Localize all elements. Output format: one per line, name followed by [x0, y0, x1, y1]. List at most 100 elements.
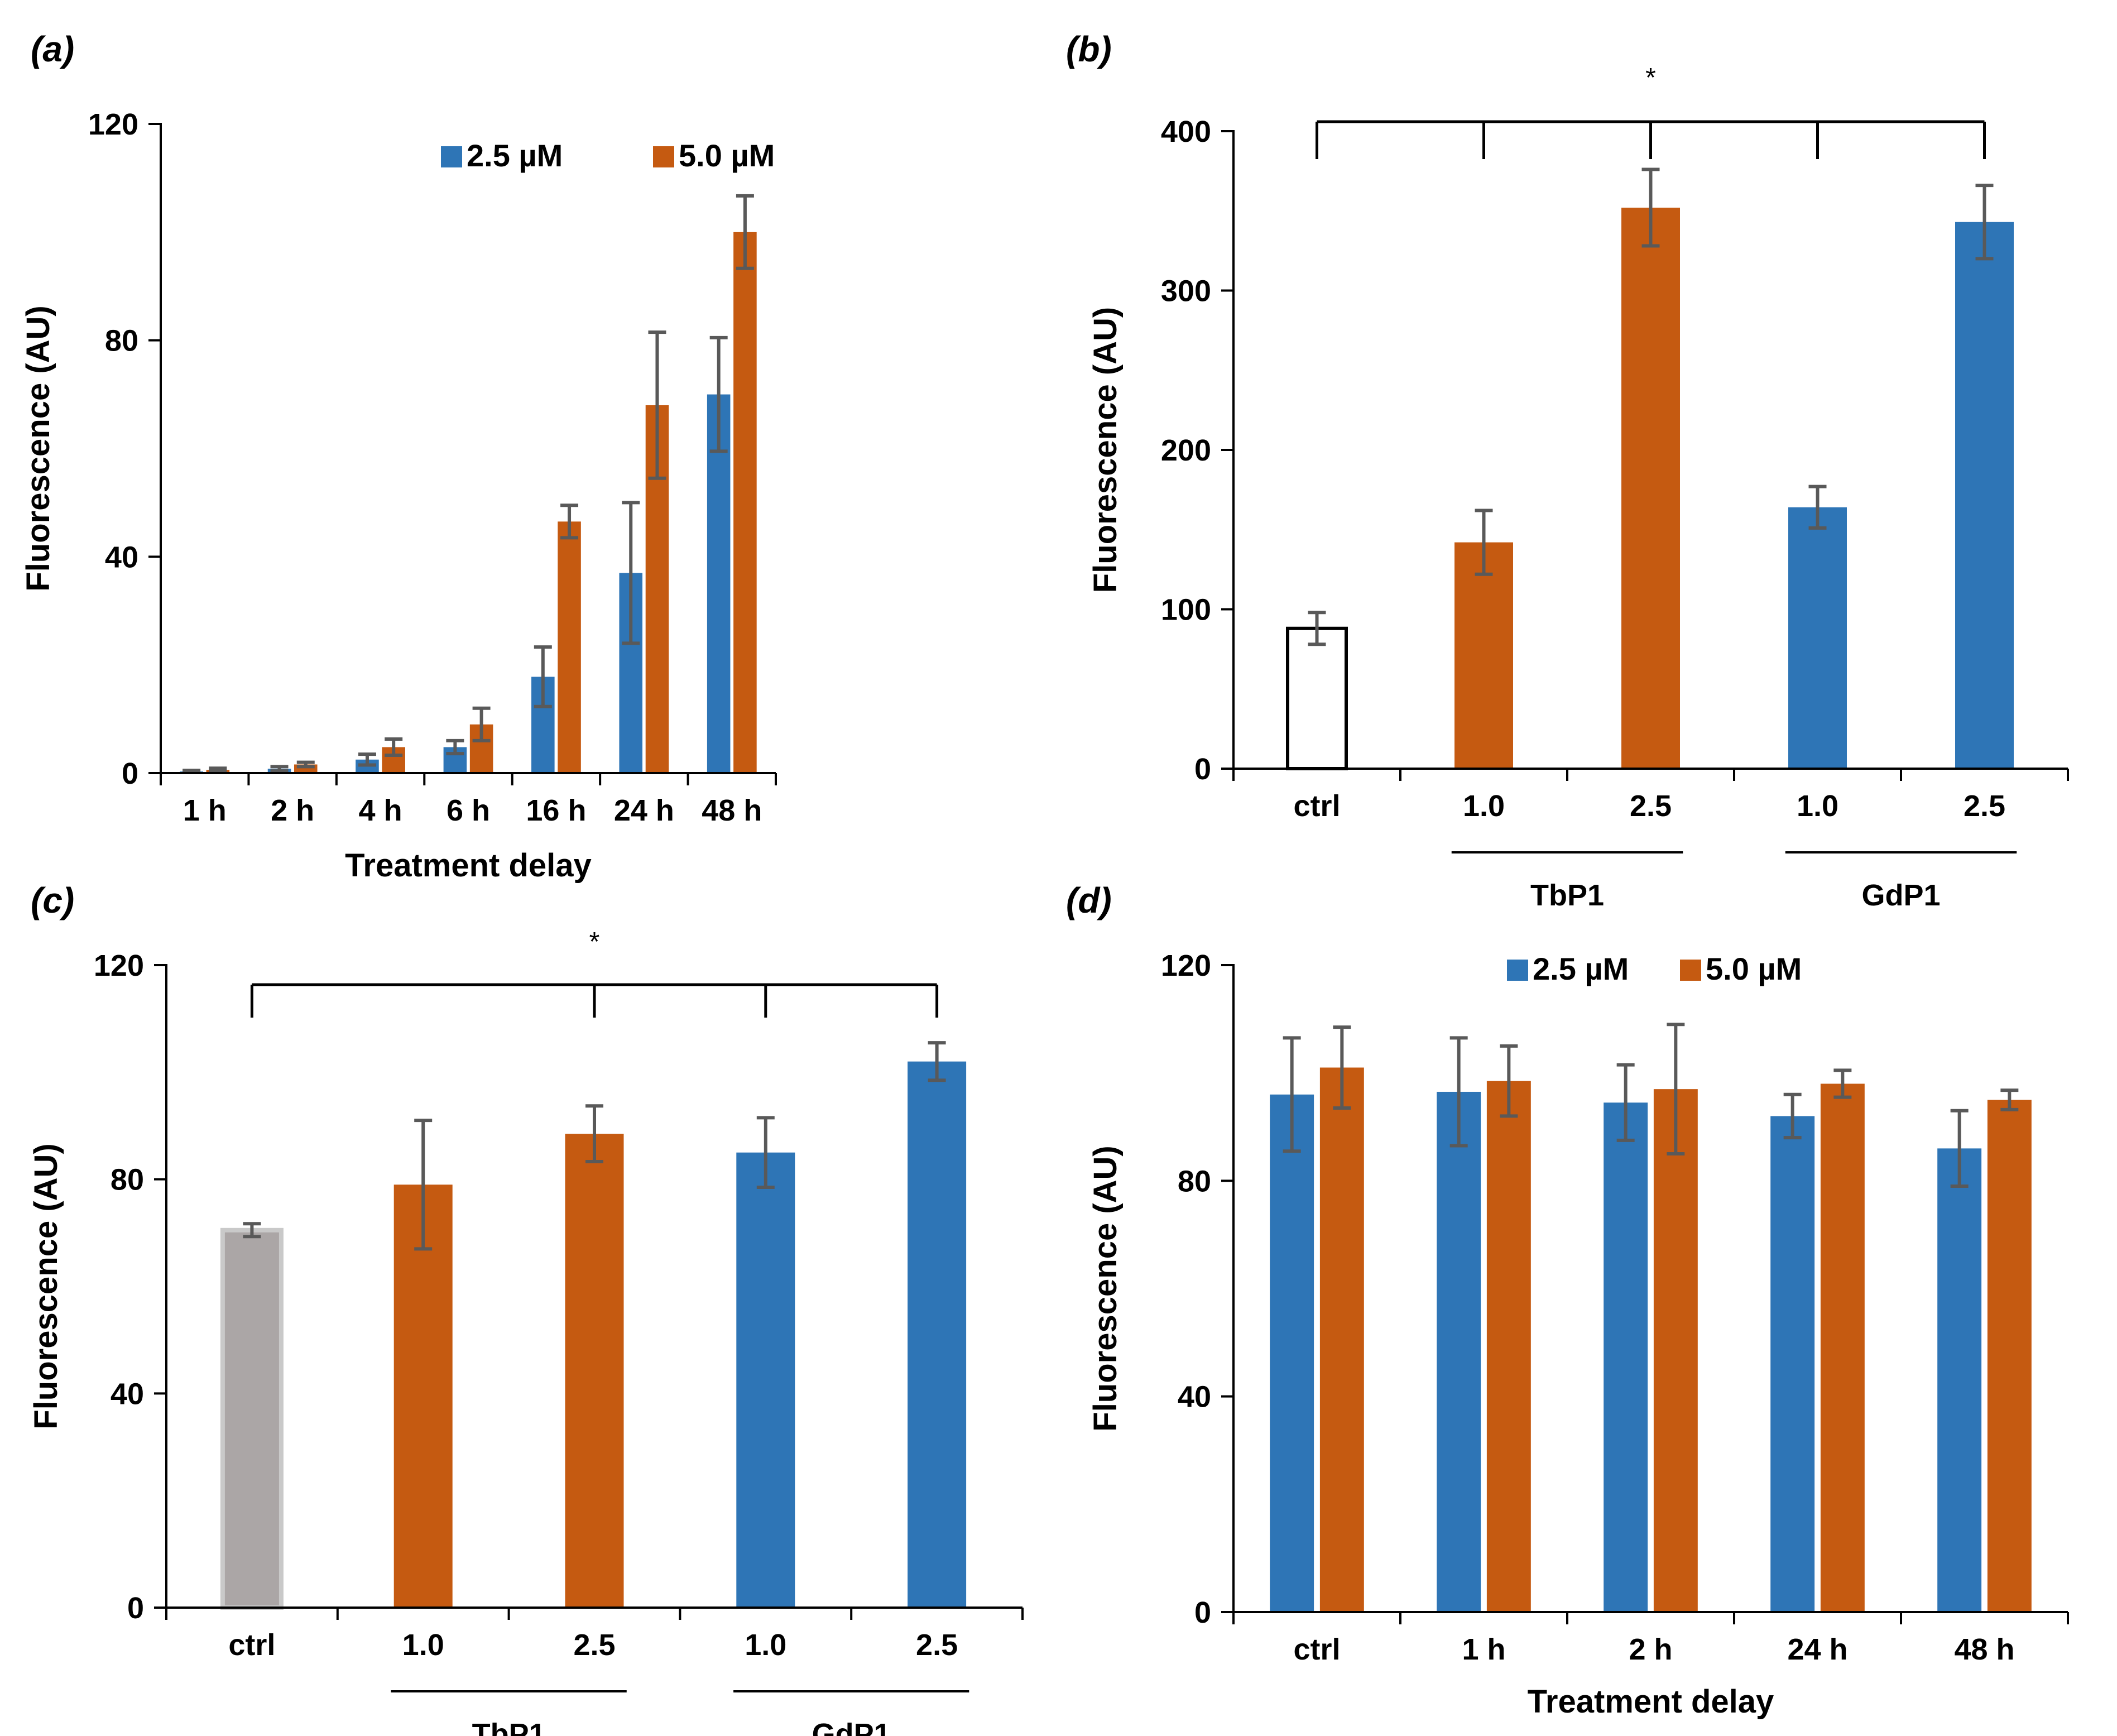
- error-bar: [1833, 1068, 1852, 1099]
- y-tick-label: 40: [105, 540, 138, 574]
- bar: [1270, 1094, 1314, 1612]
- y-tick-label: 400: [1161, 115, 1211, 148]
- error-bar: [296, 760, 315, 769]
- y-axis-title: Fluorescence (AU): [1087, 307, 1124, 593]
- error-bar: [928, 1041, 946, 1082]
- error-bar: [1667, 1023, 1685, 1156]
- significance-bracket: [1316, 120, 1986, 159]
- panel-label: (b): [1066, 29, 1112, 69]
- bar: [1955, 222, 2014, 769]
- error-bar: [648, 330, 666, 480]
- panel-label: (c): [31, 880, 74, 920]
- error-bar: [472, 706, 491, 742]
- error-bar: [560, 503, 579, 540]
- error-bar: [1283, 1036, 1301, 1153]
- x-tick-label: 2.5: [573, 1628, 615, 1662]
- bar: [1653, 1089, 1698, 1612]
- bar: [707, 394, 731, 773]
- x-tick-label: 48 h: [1954, 1633, 2014, 1666]
- bar: [1454, 542, 1513, 769]
- x-tick-label: 24 h: [1787, 1633, 1847, 1666]
- y-tick-label: 200: [1161, 434, 1211, 467]
- x-axis-title: Treatment delay: [1528, 1684, 1774, 1720]
- y-tick-label: 120: [1161, 949, 1211, 982]
- bar: [1937, 1148, 1982, 1612]
- error-bar: [1950, 1109, 1969, 1188]
- panel-label: (d): [1066, 880, 1112, 920]
- legend-label: 2.5 µM: [467, 138, 563, 173]
- legend-label: 2.5 µM: [1533, 951, 1629, 986]
- x-tick-label: 24 h: [614, 794, 674, 827]
- group-label: TbP1: [1530, 879, 1604, 912]
- group-label: TbP1: [472, 1718, 546, 1736]
- x-tick-label: 2 h: [1629, 1633, 1672, 1666]
- y-tick-label: 300: [1161, 275, 1211, 308]
- x-tick-label: 1.0: [402, 1628, 444, 1662]
- legend-swatch: [441, 146, 462, 167]
- y-tick-label: 40: [111, 1377, 144, 1411]
- legend-label: 5.0 µM: [1706, 951, 1802, 986]
- error-bar: [2000, 1088, 2019, 1111]
- bar: [393, 1184, 453, 1608]
- error-bar: [585, 1104, 603, 1164]
- x-tick-label: ctrl: [1293, 1633, 1340, 1666]
- error-bar: [1783, 1092, 1802, 1140]
- error-bar: [209, 766, 227, 774]
- error-bar: [736, 194, 754, 270]
- error-bar: [1641, 167, 1660, 248]
- x-tick-label: 2.5: [1630, 789, 1672, 823]
- bar: [1621, 208, 1680, 769]
- error-bar: [1616, 1063, 1635, 1142]
- y-tick-label: 0: [1194, 1596, 1211, 1629]
- bar: [733, 232, 757, 773]
- legend-label: 5.0 µM: [679, 138, 775, 173]
- y-tick-label: 80: [111, 1163, 144, 1197]
- error-bar: [1500, 1044, 1518, 1118]
- error-bar: [756, 1116, 775, 1190]
- y-tick-label: 80: [105, 324, 138, 358]
- x-tick-label: ctrl: [228, 1628, 275, 1662]
- y-axis-title: Fluorescence (AU): [20, 305, 56, 591]
- panel-label: (a): [31, 29, 74, 69]
- x-tick-label: 1.0: [745, 1628, 786, 1662]
- x-tick-label: 2.5: [1964, 789, 2005, 823]
- group-label: GdP1: [812, 1718, 891, 1736]
- error-bar: [1308, 611, 1326, 646]
- x-tick-label: 16 h: [526, 794, 586, 827]
- y-tick-label: 100: [1161, 593, 1211, 627]
- bar: [565, 1134, 624, 1608]
- x-tick-label: 2.5: [916, 1628, 958, 1662]
- bar: [908, 1061, 967, 1608]
- error-bar: [1975, 184, 1994, 261]
- panel-c: (c) Fluorescence (AU) 0 40 80 120 ctrl 1.0 2.5 1.…: [28, 880, 1024, 1736]
- y-tick-label: 0: [127, 1591, 144, 1625]
- x-axis-title: Treatment delay: [345, 847, 592, 884]
- legend-swatch: [653, 146, 674, 167]
- bar: [1437, 1091, 1481, 1612]
- group-label: GdP1: [1861, 879, 1940, 912]
- legend-swatch: [1507, 960, 1528, 981]
- error-bar: [1333, 1025, 1351, 1110]
- y-axis-title: Fluorescence (AU): [28, 1143, 64, 1429]
- x-tick-label: 1 h: [183, 794, 227, 827]
- error-bar: [709, 335, 728, 453]
- bar: [1788, 507, 1847, 769]
- y-axis-title: Fluorescence (AU): [1087, 1145, 1124, 1431]
- bar: [1820, 1083, 1865, 1612]
- bar: [1486, 1081, 1531, 1612]
- error-bar: [414, 1119, 433, 1251]
- x-tick-label: 1.0: [1463, 789, 1505, 823]
- panel-d: (d) Fluorescence (AU) 0 40 80 120 ctrl 1 h 2 h 24…: [1066, 880, 2069, 1720]
- bar: [1319, 1067, 1364, 1612]
- bar: [1604, 1102, 1648, 1612]
- bar: [1770, 1116, 1815, 1612]
- error-bar: [1449, 1036, 1468, 1148]
- error-bar: [622, 501, 640, 645]
- x-tick-label: 6 h: [447, 794, 490, 827]
- error-bar: [1475, 509, 1493, 576]
- bar: [1286, 626, 1348, 771]
- significance-star: *: [589, 927, 600, 957]
- significance-star: *: [1645, 63, 1656, 93]
- significance-bracket: [250, 983, 939, 1018]
